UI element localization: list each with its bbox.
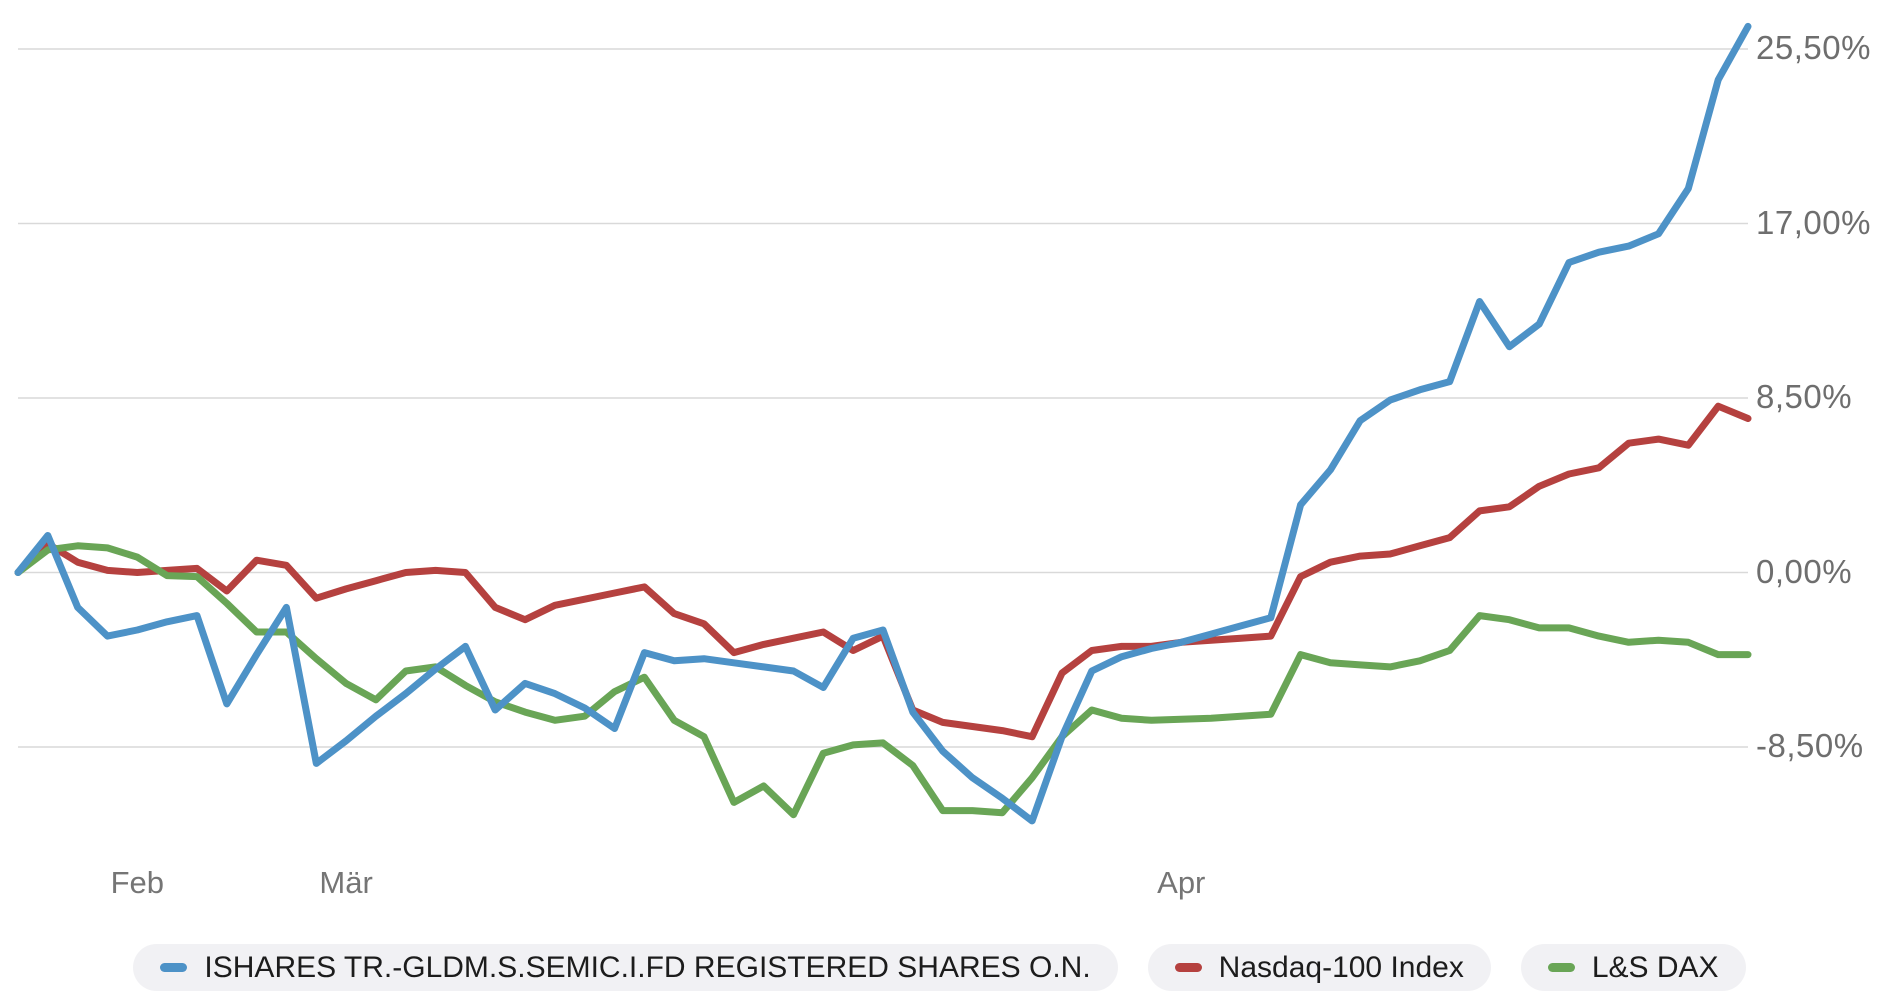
blue-series-dash-icon — [160, 963, 188, 972]
legend-item-label: ISHARES TR.-GLDM.S.SEMIC.I.FD REGISTERED… — [204, 950, 1091, 984]
legend-item-label: Nasdaq-100 Index — [1218, 950, 1464, 984]
legend-item-nasdaq-100[interactable]: Nasdaq-100 Index — [1147, 944, 1491, 991]
red-series-dash-icon — [1174, 963, 1202, 972]
series-line-1[interactable] — [14, 402, 1752, 741]
legend-item-ls-dax[interactable]: L&S DAX — [1520, 944, 1746, 991]
y-axis-tick-label: 0,00% — [1756, 552, 1853, 590]
x-axis-month-label: Apr — [1157, 865, 1206, 900]
x-axis-month-label: Feb — [110, 865, 165, 900]
chart-legend: ISHARES TR.-GLDM.S.SEMIC.I.FD REGISTERED… — [0, 944, 1879, 991]
y-axis-tick-label: 8,50% — [1756, 378, 1853, 416]
y-axis-tick-label: -8,50% — [1756, 727, 1864, 765]
legend-item-ishares[interactable]: ISHARES TR.-GLDM.S.SEMIC.I.FD REGISTERED… — [133, 944, 1118, 991]
x-axis-month-label: Mär — [319, 865, 373, 900]
green-series-dash-icon — [1547, 963, 1575, 972]
series-line-0[interactable] — [14, 22, 1752, 825]
legend-item-label: L&S DAX — [1591, 950, 1719, 984]
series-line-2[interactable] — [14, 542, 1752, 819]
y-axis-tick-label: 25,50% — [1756, 29, 1871, 67]
y-axis-tick-label: 17,00% — [1756, 203, 1871, 241]
